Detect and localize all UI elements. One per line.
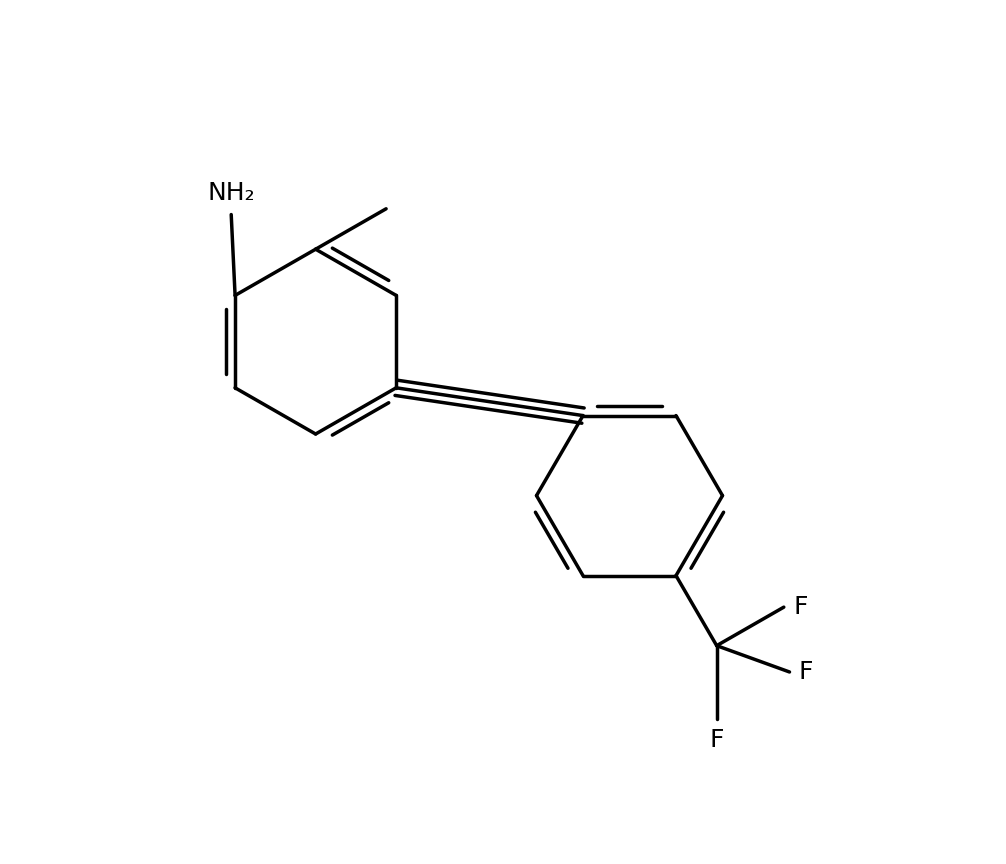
Text: F: F — [793, 595, 808, 619]
Text: NH₂: NH₂ — [207, 181, 256, 206]
Text: F: F — [709, 728, 724, 752]
Text: F: F — [799, 660, 813, 684]
